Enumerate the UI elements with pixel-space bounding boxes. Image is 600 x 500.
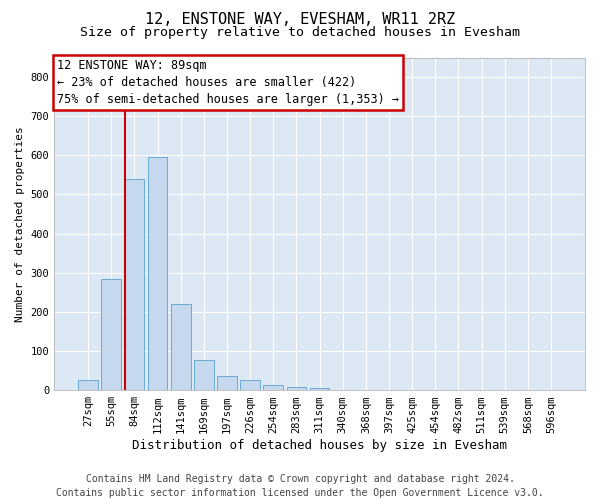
Bar <box>78 380 98 390</box>
Bar <box>241 380 260 390</box>
Bar <box>287 388 306 390</box>
Bar <box>310 388 329 390</box>
Bar <box>217 376 237 390</box>
X-axis label: Distribution of detached houses by size in Evesham: Distribution of detached houses by size … <box>132 440 507 452</box>
Y-axis label: Number of detached properties: Number of detached properties <box>15 126 25 322</box>
Bar <box>101 278 121 390</box>
Bar <box>125 179 144 390</box>
Text: 12 ENSTONE WAY: 89sqm
← 23% of detached houses are smaller (422)
75% of semi-det: 12 ENSTONE WAY: 89sqm ← 23% of detached … <box>57 59 399 106</box>
Bar <box>194 360 214 390</box>
Bar <box>263 386 283 390</box>
Bar <box>148 158 167 390</box>
Text: Contains HM Land Registry data © Crown copyright and database right 2024.
Contai: Contains HM Land Registry data © Crown c… <box>56 474 544 498</box>
Text: 12, ENSTONE WAY, EVESHAM, WR11 2RZ: 12, ENSTONE WAY, EVESHAM, WR11 2RZ <box>145 12 455 28</box>
Text: Size of property relative to detached houses in Evesham: Size of property relative to detached ho… <box>80 26 520 39</box>
Bar <box>171 304 191 390</box>
